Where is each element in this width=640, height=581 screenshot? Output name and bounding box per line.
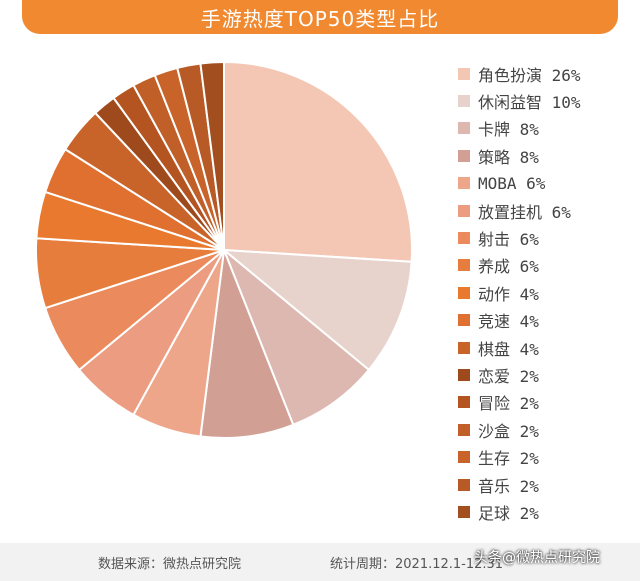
legend-item-13: 沙盒 2% xyxy=(458,416,581,443)
legend-item-5: 放置挂机 6% xyxy=(458,197,581,224)
legend-swatch xyxy=(458,314,470,327)
legend-swatch xyxy=(458,368,470,381)
legend-swatch xyxy=(458,177,470,190)
legend-label: 足球 2% xyxy=(478,503,539,523)
legend-label: 生存 2% xyxy=(478,449,539,469)
legend-label: 卡牌 8% xyxy=(478,120,539,140)
legend-item-6: 射击 6% xyxy=(458,224,581,251)
legend-swatch xyxy=(458,67,470,80)
legend-item-3: 策略 8% xyxy=(458,142,581,169)
legend-swatch xyxy=(458,232,470,245)
legend-swatch xyxy=(458,95,470,108)
legend-item-8: 动作 4% xyxy=(458,279,581,306)
data-source-label: 数据来源：微热点研究院 xyxy=(98,557,242,572)
legend-label: MOBA 6% xyxy=(478,173,546,193)
legend-label: 音乐 2% xyxy=(478,476,539,496)
legend-label: 角色扮演 26% xyxy=(478,65,581,85)
legend-label: 放置挂机 6% xyxy=(478,202,571,222)
legend-swatch xyxy=(458,396,470,409)
legend-label: 恋爱 2% xyxy=(478,366,539,386)
legend-label: 冒险 2% xyxy=(478,394,539,414)
legend-item-14: 生存 2% xyxy=(458,443,581,470)
legend-swatch xyxy=(458,505,470,518)
pie-slice-3 xyxy=(199,249,295,439)
legend-item-2: 卡牌 8% xyxy=(458,115,581,142)
legend-item-15: 音乐 2% xyxy=(458,471,581,498)
pie-slice-16 xyxy=(199,60,225,251)
pie-slice-1 xyxy=(220,248,413,372)
period-label: 统计周期：2021.12.1-12.31 xyxy=(330,557,504,572)
legend-label: 养成 6% xyxy=(478,257,539,277)
legend-swatch xyxy=(458,286,470,299)
chart-title: 手游热度TOP50类型占比 xyxy=(200,6,440,31)
legend-label: 休闲益智 10% xyxy=(478,93,581,113)
pie-chart xyxy=(35,60,413,439)
pie-slice-2 xyxy=(223,249,371,427)
legend-swatch xyxy=(458,341,470,354)
legend-item-11: 恋爱 2% xyxy=(458,361,581,388)
legend-item-0: 角色扮演 26% xyxy=(458,60,581,87)
legend-item-1: 休闲益智 10% xyxy=(458,87,581,114)
legend-swatch xyxy=(458,149,470,162)
legend-swatch xyxy=(458,122,470,135)
legend-swatch xyxy=(458,259,470,272)
legend-item-7: 养成 6% xyxy=(458,252,581,279)
legend-item-16: 足球 2% xyxy=(458,498,581,525)
legend-label: 射击 6% xyxy=(478,230,539,250)
legend-swatch xyxy=(458,204,470,217)
legend-label: 动作 4% xyxy=(478,284,539,304)
legend-swatch xyxy=(458,423,470,436)
footer: 数据来源：微热点研究院 统计周期：2021.12.1-12.31 xyxy=(0,543,640,581)
legend-label: 策略 8% xyxy=(478,147,539,167)
legend-label: 棋盘 4% xyxy=(478,339,539,359)
legend-label: 沙盒 2% xyxy=(478,421,539,441)
title-banner: 手游热度TOP50类型占比 xyxy=(22,0,618,34)
legend-item-12: 冒险 2% xyxy=(458,389,581,416)
legend-item-4: MOBA 6% xyxy=(458,170,581,197)
pie-slice-0 xyxy=(223,60,413,263)
legend-label: 竞速 4% xyxy=(478,312,539,332)
legend-item-9: 竞速 4% xyxy=(458,307,581,334)
legend-item-10: 棋盘 4% xyxy=(458,334,581,361)
chart-legend: 角色扮演 26% 休闲益智 10% 卡牌 8% 策略 8% MOBA 6% 放置挂机 6%… xyxy=(458,60,581,526)
legend-swatch xyxy=(458,451,470,464)
legend-swatch xyxy=(458,478,470,491)
watermark: 头条@微热点研究院 xyxy=(474,550,600,566)
